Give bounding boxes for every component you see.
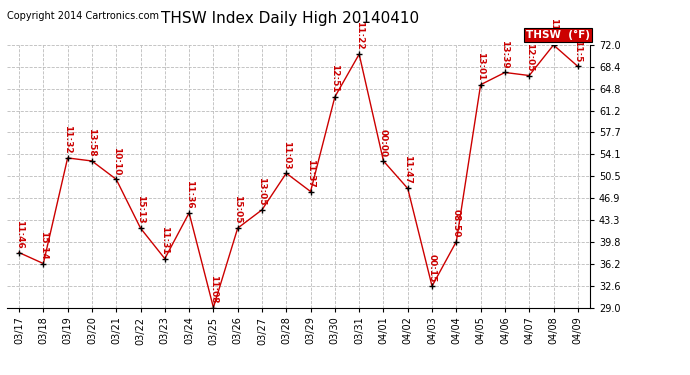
- Text: 08:50: 08:50: [452, 209, 461, 237]
- Text: 12:05: 12:05: [524, 43, 534, 71]
- Text: 00:15: 00:15: [428, 254, 437, 282]
- Text: 11:5: 11:5: [573, 40, 582, 62]
- Text: 15:13: 15:13: [136, 195, 145, 224]
- Text: 11:46: 11:46: [14, 220, 23, 248]
- Text: 11:37: 11:37: [306, 159, 315, 188]
- Text: 10:10: 10:10: [112, 147, 121, 175]
- Text: 11:47: 11:47: [403, 155, 412, 184]
- Text: 11:22: 11:22: [355, 21, 364, 50]
- Text: 11:36: 11:36: [185, 180, 194, 209]
- Text: 11:32: 11:32: [63, 125, 72, 154]
- Text: Copyright 2014 Cartronics.com: Copyright 2014 Cartronics.com: [7, 11, 159, 21]
- Text: 13:01: 13:01: [476, 52, 485, 81]
- Text: 11:03: 11:03: [282, 141, 290, 169]
- Text: 15:14: 15:14: [39, 231, 48, 260]
- Text: 12:51: 12:51: [331, 64, 339, 93]
- Text: THSW Index Daily High 20140410: THSW Index Daily High 20140410: [161, 11, 419, 26]
- Text: 13:05: 13:05: [257, 177, 266, 206]
- Text: 11:5: 11:5: [549, 18, 558, 41]
- Text: THSW  (°F): THSW (°F): [526, 30, 590, 40]
- Text: 15:05: 15:05: [233, 195, 242, 224]
- Text: 13:58: 13:58: [88, 128, 97, 157]
- Text: 00:00: 00:00: [379, 129, 388, 157]
- Text: 13:39: 13:39: [500, 39, 509, 68]
- Text: 11:08: 11:08: [209, 275, 218, 303]
- Text: 11:31: 11:31: [160, 226, 169, 255]
